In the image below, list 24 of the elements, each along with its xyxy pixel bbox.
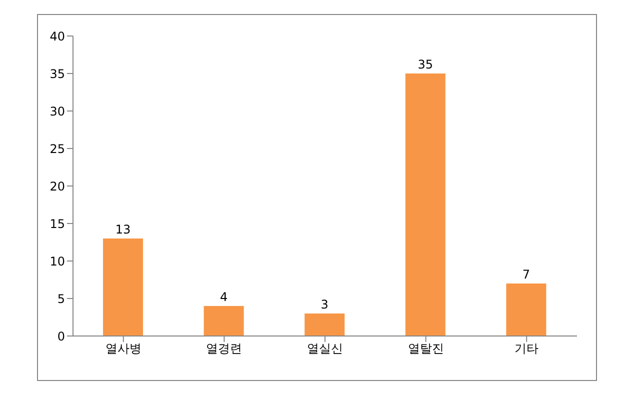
data-label: 3 <box>320 298 328 312</box>
y-tick-label: 40 <box>50 29 65 44</box>
y-tick-label: 0 <box>57 329 65 344</box>
bar <box>405 74 446 336</box>
bar <box>103 238 143 336</box>
y-tick-label: 20 <box>50 179 65 194</box>
y-tick-label: 15 <box>50 216 65 231</box>
y-tick-label: 25 <box>50 142 65 156</box>
data-label: 4 <box>220 290 228 304</box>
y-tick-label: 5 <box>57 292 65 306</box>
bar <box>506 284 546 336</box>
y-tick-label: 10 <box>50 254 65 268</box>
bar <box>304 314 345 336</box>
data-label: 35 <box>418 58 434 72</box>
x-tick-label: 열경련 <box>206 342 242 356</box>
x-tick-label: 기타 <box>514 342 539 356</box>
data-label: 13 <box>115 222 131 236</box>
bar <box>204 306 244 336</box>
y-tick-label: 35 <box>50 66 65 81</box>
x-tick-label: 열탈진 <box>408 342 444 356</box>
data-label: 7 <box>522 268 530 282</box>
x-tick-label: 열실신 <box>307 342 343 356</box>
x-tick-label: 열사병 <box>105 342 142 356</box>
y-tick-label: 30 <box>50 104 65 118</box>
